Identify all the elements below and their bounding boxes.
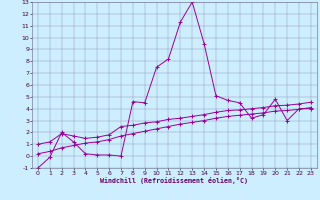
X-axis label: Windchill (Refroidissement éolien,°C): Windchill (Refroidissement éolien,°C) xyxy=(100,177,248,184)
